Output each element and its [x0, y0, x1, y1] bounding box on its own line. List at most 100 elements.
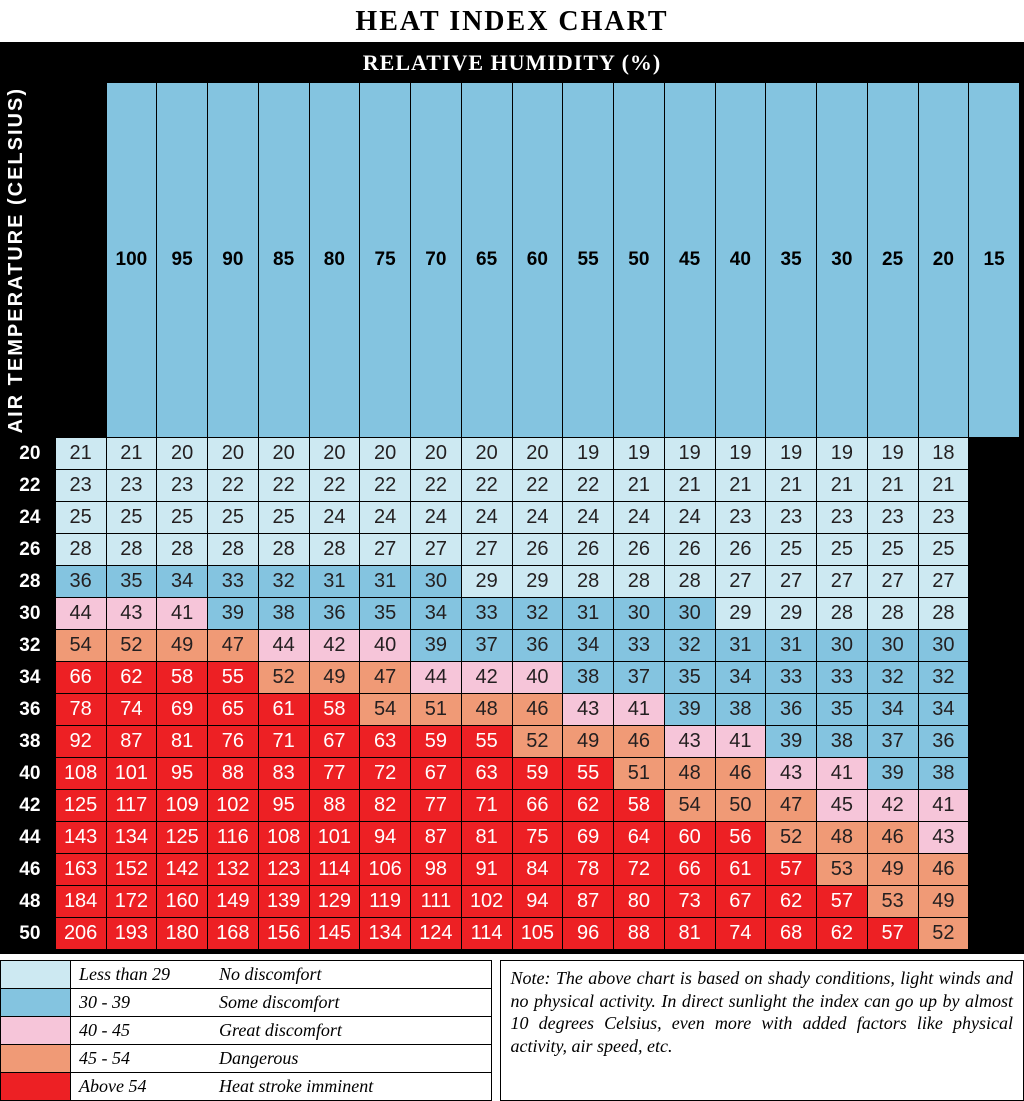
heat-cell: 119 — [360, 886, 411, 918]
legend-range: 30 - 39 — [79, 992, 219, 1013]
heat-cell: 76 — [208, 726, 259, 758]
table-row: 4818417216014913912911911110294878073676… — [5, 886, 1020, 918]
heat-cell: 28 — [157, 534, 208, 566]
heat-cell: 56 — [715, 822, 766, 854]
heat-cell: 31 — [715, 630, 766, 662]
corner-cell — [55, 83, 106, 438]
heat-cell: 33 — [461, 598, 512, 630]
legend-text: Above 54Heat stroke imminent — [71, 1073, 491, 1100]
legend-label: Dangerous — [219, 1048, 298, 1069]
heat-cell: 19 — [715, 438, 766, 470]
heat-cell: 42 — [309, 630, 360, 662]
heat-cell: 44 — [411, 662, 462, 694]
heat-cell: 55 — [461, 726, 512, 758]
heat-cell: 27 — [360, 534, 411, 566]
heat-cell: 68 — [766, 918, 817, 950]
heat-cell: 43 — [106, 598, 157, 630]
heat-cell: 63 — [360, 726, 411, 758]
heat-cell: 24 — [360, 502, 411, 534]
heat-cell: 67 — [411, 758, 462, 790]
heat-cell: 163 — [55, 854, 106, 886]
heat-cell: 23 — [867, 502, 918, 534]
heat-cell: 25 — [55, 502, 106, 534]
heat-cell: 41 — [157, 598, 208, 630]
temperature-header: 44 — [5, 822, 56, 854]
legend-text: 45 - 54Dangerous — [71, 1045, 491, 1072]
heat-cell: 51 — [614, 758, 665, 790]
heat-cell: 20 — [512, 438, 563, 470]
heat-cell: 69 — [157, 694, 208, 726]
heat-cell: 26 — [512, 534, 563, 566]
heat-cell: 25 — [157, 502, 208, 534]
heat-cell: 28 — [309, 534, 360, 566]
heat-cell: 84 — [512, 854, 563, 886]
heat-cell: 27 — [715, 566, 766, 598]
heat-cell: 88 — [614, 918, 665, 950]
heat-cell: 41 — [614, 694, 665, 726]
heat-cell: 95 — [157, 758, 208, 790]
heat-cell: 67 — [715, 886, 766, 918]
heat-cell: 73 — [664, 886, 715, 918]
heat-cell: 101 — [309, 822, 360, 854]
heat-cell: 34 — [918, 694, 969, 726]
legend-swatch — [1, 961, 71, 988]
heat-cell: 77 — [309, 758, 360, 790]
heat-cell: 27 — [411, 534, 462, 566]
heat-cell: 28 — [563, 566, 614, 598]
legend-label: Great discomfort — [219, 1020, 342, 1041]
heat-cell: 39 — [867, 758, 918, 790]
heat-cell: 29 — [766, 598, 817, 630]
heat-cell: 27 — [461, 534, 512, 566]
heat-cell: 24 — [563, 502, 614, 534]
heat-cell: 54 — [360, 694, 411, 726]
legend-row: Less than 29No discomfort — [1, 961, 491, 989]
heat-cell: 25 — [918, 534, 969, 566]
legend-row: 30 - 39Some discomfort — [1, 989, 491, 1017]
heat-cell: 19 — [563, 438, 614, 470]
heat-cell: 60 — [664, 822, 715, 854]
table-body: 2021212020202020202020191919191919191822… — [5, 438, 1020, 950]
heat-cell: 30 — [411, 566, 462, 598]
temperature-header: 40 — [5, 758, 56, 790]
heat-cell: 19 — [614, 438, 665, 470]
heat-cell: 36 — [512, 630, 563, 662]
heat-cell: 55 — [208, 662, 259, 694]
heat-cell: 37 — [867, 726, 918, 758]
heat-cell: 20 — [461, 438, 512, 470]
heat-cell: 28 — [208, 534, 259, 566]
heat-cell: 193 — [106, 918, 157, 950]
heat-cell: 53 — [817, 854, 868, 886]
heat-cell: 24 — [411, 502, 462, 534]
heat-cell: 34 — [157, 566, 208, 598]
heat-cell: 29 — [715, 598, 766, 630]
temperature-header: 46 — [5, 854, 56, 886]
legend-swatch — [1, 1017, 71, 1044]
heat-cell: 87 — [106, 726, 157, 758]
temperature-header: 48 — [5, 886, 56, 918]
heat-cell: 21 — [664, 470, 715, 502]
heat-cell: 81 — [664, 918, 715, 950]
heat-cell: 46 — [512, 694, 563, 726]
humidity-header: 30 — [817, 83, 868, 438]
heat-cell: 98 — [411, 854, 462, 886]
table-row: 32545249474442403937363433323131303030 — [5, 630, 1020, 662]
heat-cell: 66 — [664, 854, 715, 886]
heat-cell: 38 — [258, 598, 309, 630]
legend-label: Some discomfort — [219, 992, 340, 1013]
legend-swatch — [1, 1045, 71, 1072]
heat-cell: 52 — [106, 630, 157, 662]
heat-cell: 34 — [563, 630, 614, 662]
heat-cell: 74 — [106, 694, 157, 726]
legend-range: Less than 29 — [79, 964, 219, 985]
heat-cell: 116 — [208, 822, 259, 854]
heat-cell: 32 — [258, 566, 309, 598]
legend-text: 40 - 45Great discomfort — [71, 1017, 491, 1044]
heat-cell: 26 — [563, 534, 614, 566]
heat-cell: 33 — [614, 630, 665, 662]
heat-cell: 57 — [867, 918, 918, 950]
heat-cell: 21 — [715, 470, 766, 502]
heat-cell: 78 — [55, 694, 106, 726]
heat-cell: 31 — [563, 598, 614, 630]
temperature-header: 22 — [5, 470, 56, 502]
heat-cell: 25 — [766, 534, 817, 566]
